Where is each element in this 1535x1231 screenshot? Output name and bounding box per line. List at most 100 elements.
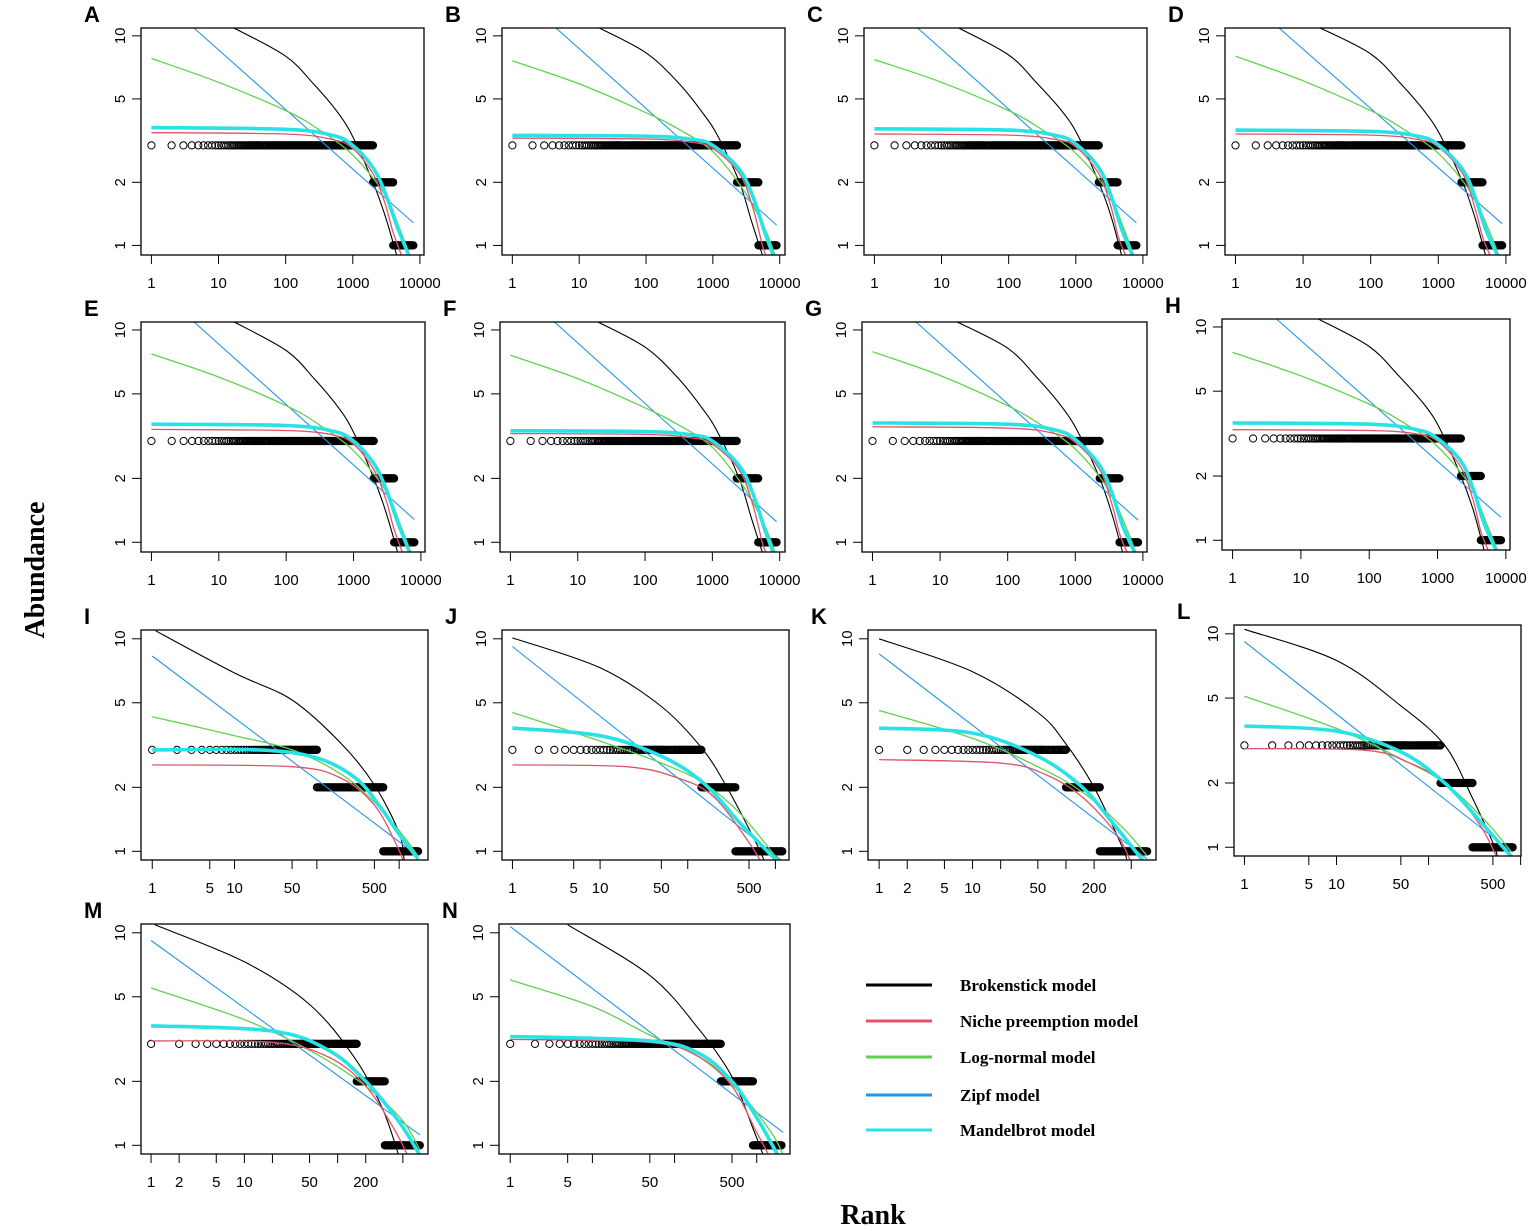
observed-point (250, 1039, 260, 1049)
observed-point (697, 745, 706, 755)
lognormal-model-line (878, 709, 1148, 857)
legend-item-lognormal: Log-normal model (866, 1048, 1096, 1067)
lognormal-model-line (874, 58, 1134, 255)
observed-point (777, 1141, 786, 1150)
x-tick-label: 1 (147, 275, 155, 292)
observed-point (534, 745, 543, 755)
x-tick-label: 10000 (400, 572, 442, 589)
x-tick-label: 1000 (696, 275, 729, 292)
y-tick-label: 5 (112, 993, 129, 1001)
x-tick-label: 1000 (1059, 275, 1092, 292)
y-tick-label: 2 (112, 474, 129, 482)
x-tick-label: 1000 (337, 572, 370, 589)
observed-point (380, 1077, 389, 1086)
x-tick-label: 10000 (1122, 572, 1164, 589)
lognormal-model-line (872, 351, 1137, 552)
observed-point (919, 745, 928, 755)
observed-point (261, 1039, 270, 1049)
plot-frame (498, 923, 791, 1155)
lognormal-model-line (1244, 695, 1513, 853)
observed-point (943, 436, 952, 446)
observed-point (390, 474, 399, 483)
zipf-model-line (917, 28, 1137, 224)
niche-model-line (151, 1040, 408, 1154)
observed-point (147, 436, 156, 446)
observed-point (526, 436, 535, 446)
x-tick-label: 10 (592, 880, 609, 897)
mandelbrot-model-line (1235, 128, 1500, 255)
y-tick-label: 10 (833, 322, 850, 339)
observed-point (1281, 434, 1290, 443)
x-tick-label: 100 (633, 572, 658, 589)
lognormal-model-line (152, 716, 419, 857)
panel-K: K 1 2 5 10 50 200 1 2 5 10 (811, 604, 1157, 897)
observed-point (979, 745, 988, 755)
x-tick-label: 1 (148, 880, 156, 897)
observed-point (1355, 741, 1365, 750)
observed-point (214, 436, 223, 446)
observed-point (581, 436, 590, 446)
zipf-model-line (193, 28, 414, 224)
legend-label: Brokenstick model (960, 976, 1096, 995)
observed-points (1228, 434, 1506, 545)
observed-point (1284, 741, 1293, 750)
observed-point (1456, 434, 1466, 443)
observed-point (1113, 178, 1122, 187)
observed-point (220, 436, 229, 446)
y-tick-label: 2 (112, 1077, 129, 1085)
niche-model-line (874, 133, 1127, 255)
plot-frame (1224, 27, 1511, 256)
niche-model-line (151, 428, 403, 552)
observed-point (778, 847, 787, 856)
y-tick-label: 5 (112, 699, 129, 707)
observed-point (754, 178, 763, 187)
x-tick-label: 10000 (1122, 275, 1164, 292)
y-tick-label: 2 (112, 178, 129, 186)
observed-point (909, 436, 918, 446)
panel-label: L (1177, 599, 1190, 624)
y-tick-label: 5 (1193, 387, 1210, 395)
observed-point (929, 436, 938, 446)
observed-point (931, 745, 940, 755)
lognormal-model-line (510, 354, 776, 552)
observed-point (1268, 741, 1277, 750)
x-tick-label: 2 (175, 1174, 183, 1191)
observed-point (508, 141, 517, 150)
observed-point (1296, 434, 1306, 443)
observed-points (508, 141, 781, 250)
y-tick-label: 5 (471, 390, 488, 398)
y-tick-label: 2 (473, 783, 490, 791)
observed-point (1476, 471, 1485, 481)
x-tick-label: 1 (508, 275, 516, 292)
x-tick-label: 200 (1082, 880, 1107, 897)
brokenstick-model-line (567, 924, 764, 1154)
observed-point (1249, 434, 1258, 443)
y-tick-label: 5 (470, 993, 487, 1001)
x-tick-label: 10000 (759, 572, 801, 589)
panel-label: B (445, 2, 461, 27)
observed-point (352, 1039, 361, 1049)
observed-point (538, 436, 547, 446)
y-axis-title: Abundance (20, 502, 51, 639)
panel-label: A (84, 2, 100, 27)
panel-label: N (442, 898, 458, 923)
observed-point (147, 1039, 156, 1049)
y-tick-label: 1 (473, 847, 490, 855)
mandelbrot-model-line (510, 1034, 780, 1154)
mandelbrot-model-line (879, 726, 1145, 860)
y-tick-label: 1 (470, 1141, 487, 1149)
observed-point (1115, 474, 1124, 483)
observed-point (982, 745, 991, 755)
y-tick-label: 10 (1193, 319, 1210, 336)
lognormal-model-line (512, 60, 776, 255)
x-tick-label: 1 (1231, 275, 1239, 292)
observed-points (147, 1039, 424, 1150)
plot-frame (140, 321, 426, 553)
plot-frame (140, 923, 429, 1155)
observed-point (940, 745, 949, 755)
observed-point (194, 141, 203, 150)
y-tick-label: 1 (1205, 843, 1222, 851)
mandelbrot-model-line (512, 133, 775, 255)
x-tick-label: 1000 (1059, 572, 1092, 589)
